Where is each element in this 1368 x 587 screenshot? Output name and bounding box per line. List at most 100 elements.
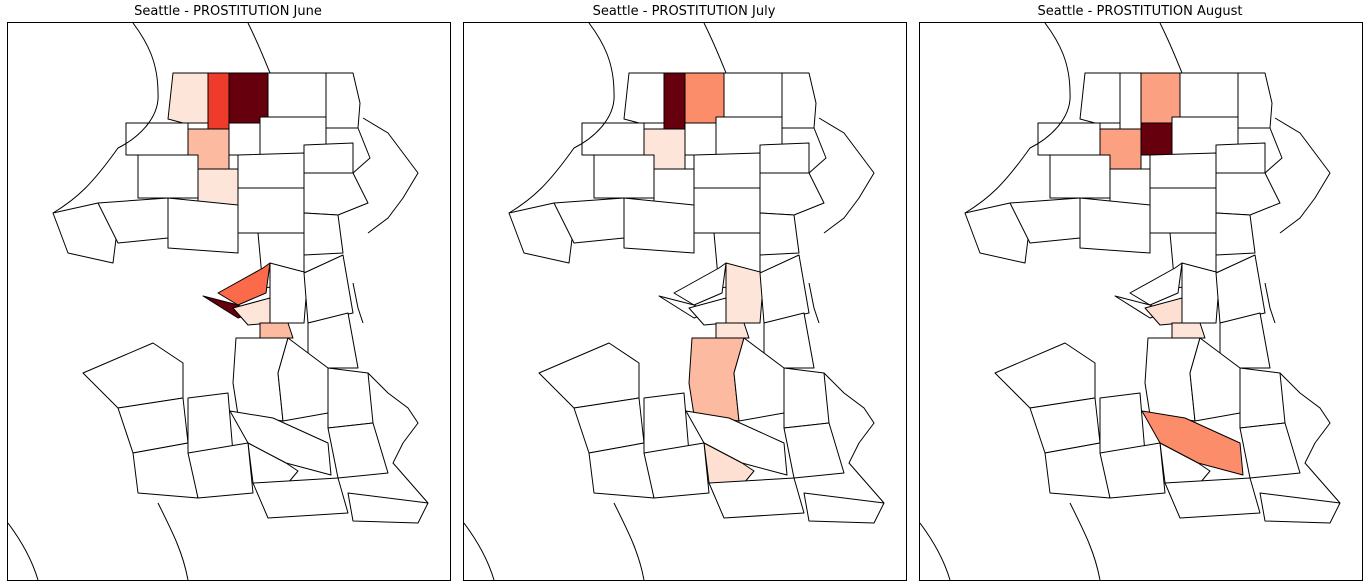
district-north-central-d: [1109, 168, 1151, 206]
district-north-central-d: [197, 168, 239, 206]
panel-title: Seattle - PROSTITUTION July: [592, 4, 776, 19]
district-south-east-b: [783, 367, 830, 429]
district-westseattle-d: [187, 392, 234, 454]
map-frame: [7, 22, 451, 581]
district-north-west-c: [581, 122, 645, 156]
district-layer: [52, 72, 429, 524]
coastline-7: [1279, 372, 1341, 504]
district-north-east-a: [1179, 72, 1239, 118]
district-magnolia-a: [52, 202, 119, 264]
district-north-west-a: [167, 72, 209, 124]
district-north-mid-a: [237, 152, 305, 189]
district-north-west-d: [593, 154, 655, 199]
district-north-east-b: [781, 72, 817, 129]
district-south-south-c: [252, 477, 349, 519]
panel-title: Seattle - PROSTITUTION August: [1037, 4, 1243, 19]
district-south-east-c: [783, 422, 845, 479]
district-westseattle-d: [643, 392, 690, 454]
coastline-3: [8, 522, 39, 580]
coastline-2: [613, 502, 645, 580]
district-south-south-b: [187, 442, 254, 499]
district-south-south-a: [1159, 442, 1211, 484]
district-south-south-c: [708, 477, 805, 519]
district-north-west-b: [663, 72, 686, 130]
district-downtown-d: [1171, 322, 1206, 339]
seattle-map: [920, 23, 1341, 580]
district-south-east-c: [327, 422, 389, 479]
coastline-4: [1159, 23, 1183, 74]
district-downtown-d: [259, 322, 294, 339]
district-south-south-d: [1259, 492, 1341, 524]
district-downtown-a: [673, 262, 727, 306]
district-westseattle-a: [82, 342, 184, 409]
coastline-3: [920, 522, 951, 580]
district-north-east-e: [1215, 142, 1266, 174]
coastline-1: [52, 23, 159, 214]
district-capitol-a: [759, 212, 800, 256]
coastline-6: [352, 282, 364, 324]
district-north-east-b: [325, 72, 361, 129]
district-north-east-b: [1237, 72, 1273, 129]
district-downtown-d: [715, 322, 750, 339]
district-downtown-a: [217, 262, 271, 306]
coastline-5: [362, 117, 419, 234]
district-south-south-c: [1164, 477, 1261, 519]
district-downtown-a: [1129, 262, 1183, 306]
coastline-5: [818, 117, 875, 234]
district-north-west-a: [623, 72, 665, 124]
seattle-map: [464, 23, 885, 580]
district-central-east-a: [1181, 262, 1221, 324]
coastline-6: [808, 282, 820, 324]
coastline-6: [1264, 282, 1276, 324]
district-south-south-b: [1099, 442, 1166, 499]
district-south-east-c: [1239, 422, 1301, 479]
district-south-central-b: [1189, 337, 1241, 422]
district-westseattle-a: [994, 342, 1096, 409]
coastline-3: [464, 522, 495, 580]
district-central-east-a: [269, 262, 309, 324]
district-north-east-a: [723, 72, 783, 118]
district-north-west-d: [1049, 154, 1111, 199]
district-north-mid-a: [693, 152, 761, 189]
coastline-2: [157, 502, 189, 580]
district-queenanne-a: [1079, 197, 1151, 254]
district-central-east-b: [1215, 254, 1266, 324]
district-queenanne-a: [167, 197, 239, 254]
district-south-east-b: [327, 367, 374, 429]
district-central-east-b: [303, 254, 354, 324]
district-north-east-e: [303, 142, 354, 174]
district-north-east-e: [759, 142, 810, 174]
district-north-west-a: [1079, 72, 1121, 124]
district-north-west-d: [137, 154, 199, 199]
district-layer: [508, 72, 885, 524]
district-westseattle-a: [538, 342, 640, 409]
district-south-central-b: [733, 337, 785, 422]
district-queenanne-b: [693, 187, 761, 234]
district-queenanne-b: [1149, 187, 1217, 234]
map-panel-july: Seattle - PROSTITUTION July: [456, 0, 912, 587]
coastline-1: [508, 23, 615, 214]
map-frame: [463, 22, 907, 581]
district-westseattle-d: [1099, 392, 1146, 454]
district-magnolia-a: [508, 202, 575, 264]
map-panel-june: Seattle - PROSTITUTION June: [0, 0, 456, 587]
district-south-south-a: [247, 442, 299, 484]
coastline-2: [1069, 502, 1101, 580]
district-north-central-e: [1140, 122, 1173, 156]
district-north-west-b: [207, 72, 230, 130]
district-south-south-b: [643, 442, 710, 499]
district-capitol-a: [303, 212, 344, 256]
district-magnolia-a: [964, 202, 1031, 264]
district-north-central-e: [228, 122, 261, 156]
coastline-1: [964, 23, 1071, 214]
district-north-central-d: [653, 168, 695, 206]
district-central-east-b: [759, 254, 810, 324]
district-south-south-d: [803, 492, 885, 524]
coastline-5: [1274, 117, 1331, 234]
district-south-south-d: [347, 492, 429, 524]
district-north-mid-b: [1215, 172, 1281, 216]
district-north-mid-b: [759, 172, 825, 216]
district-south-east-b: [1239, 367, 1286, 429]
coastline-4: [703, 23, 727, 74]
district-queenanne-a: [623, 197, 695, 254]
